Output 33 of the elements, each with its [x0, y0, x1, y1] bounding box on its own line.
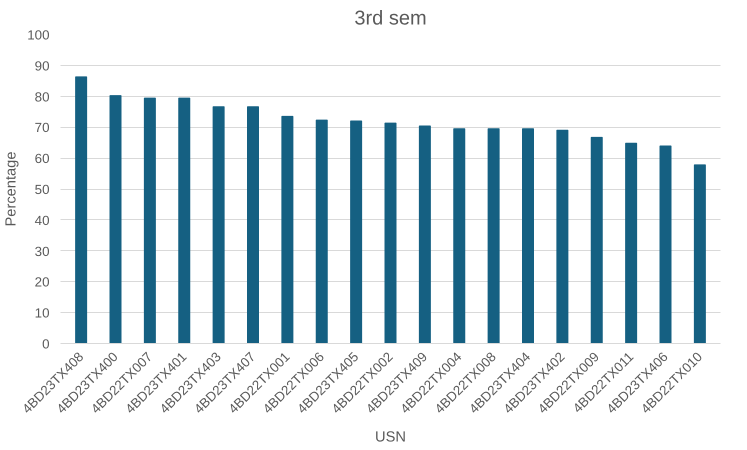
bar	[110, 95, 122, 344]
y-tick-label: 0	[42, 336, 50, 352]
bar	[488, 128, 500, 344]
y-tick-label: 100	[27, 28, 50, 42]
y-tick-label: 90	[34, 58, 50, 74]
bar	[384, 122, 396, 344]
y-tick-label: 40	[34, 212, 50, 228]
y-tick-label: 10	[34, 306, 50, 321]
x-axis-title: USN	[375, 430, 406, 446]
bar	[144, 98, 156, 344]
bar	[522, 128, 534, 344]
bar	[75, 76, 88, 344]
y-tick-label: 60	[34, 151, 50, 166]
bar	[625, 142, 638, 344]
y-tick-label: 50	[34, 182, 50, 197]
y-tick-label: 70	[34, 120, 50, 136]
bar	[556, 130, 568, 344]
bar	[350, 120, 362, 344]
bar	[247, 106, 259, 344]
bar	[418, 125, 431, 344]
bar	[590, 136, 603, 344]
y-axis-title: Percentage	[3, 152, 20, 226]
bar	[660, 146, 672, 344]
y-tick-label: 80	[34, 89, 50, 104]
bar	[694, 164, 706, 344]
bar	[281, 116, 294, 344]
bar	[178, 98, 190, 344]
y-tick-label: 20	[34, 274, 50, 290]
bar	[212, 106, 225, 344]
bar	[316, 120, 328, 344]
chart-title: 3rd sem	[354, 8, 427, 30]
y-tick-label: 30	[34, 244, 50, 259]
bar	[453, 128, 466, 344]
